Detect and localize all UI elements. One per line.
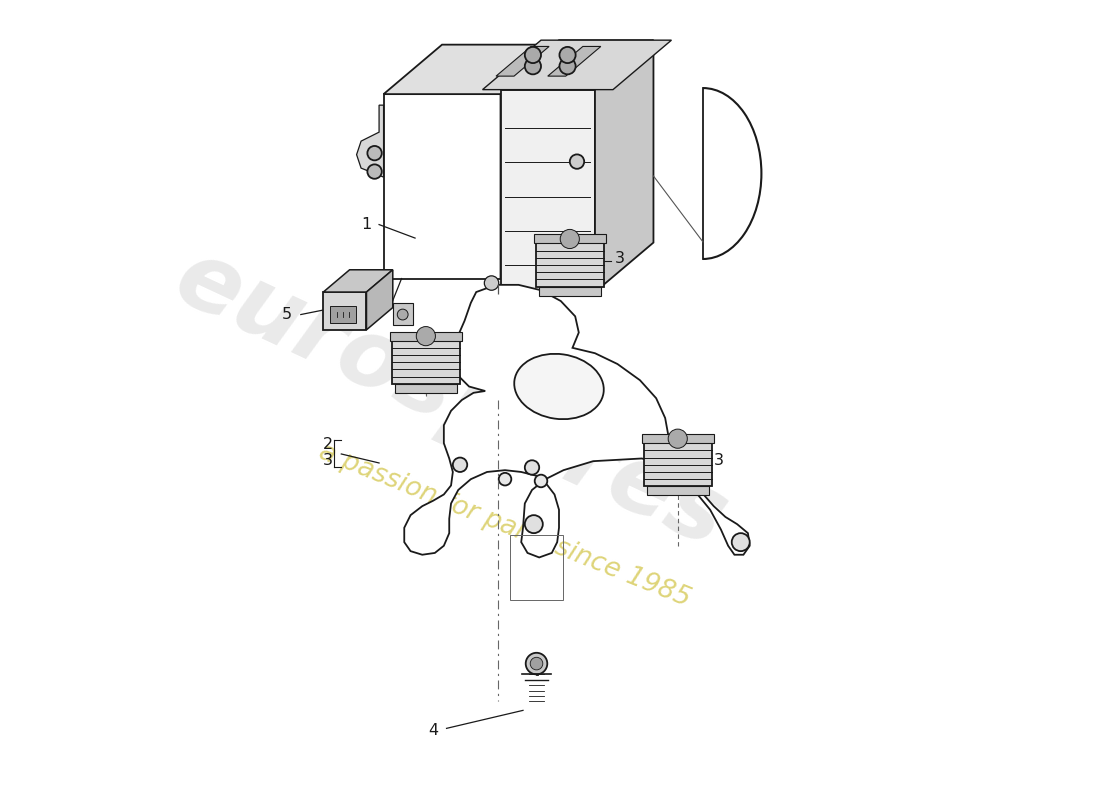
Circle shape: [525, 460, 539, 474]
Circle shape: [570, 240, 584, 254]
Text: 3: 3: [714, 453, 724, 468]
Bar: [393, 303, 412, 326]
Bar: [642, 434, 714, 443]
Bar: [330, 306, 355, 322]
Circle shape: [367, 146, 382, 160]
Polygon shape: [500, 40, 653, 90]
Bar: [539, 286, 601, 296]
Text: a passion for parts since 1985: a passion for parts since 1985: [316, 439, 694, 613]
Circle shape: [397, 309, 408, 320]
Text: 3: 3: [323, 453, 333, 468]
Ellipse shape: [514, 354, 604, 419]
Circle shape: [372, 276, 386, 290]
Circle shape: [668, 429, 688, 448]
Polygon shape: [483, 40, 671, 90]
Circle shape: [526, 653, 548, 674]
Polygon shape: [323, 270, 393, 292]
Bar: [390, 332, 462, 341]
Bar: [534, 234, 606, 243]
Text: 5: 5: [282, 307, 292, 322]
Circle shape: [525, 58, 541, 74]
Circle shape: [732, 533, 750, 551]
Circle shape: [530, 658, 542, 670]
Text: 4: 4: [429, 722, 439, 738]
Polygon shape: [595, 40, 653, 292]
Bar: [644, 443, 712, 486]
Circle shape: [416, 326, 436, 346]
Circle shape: [560, 230, 580, 249]
Bar: [395, 384, 456, 393]
Circle shape: [498, 473, 512, 486]
Polygon shape: [496, 46, 549, 76]
Bar: [536, 243, 604, 286]
Bar: [323, 292, 366, 330]
Bar: [384, 94, 500, 278]
Polygon shape: [356, 105, 384, 177]
Polygon shape: [500, 45, 559, 278]
Circle shape: [570, 154, 584, 169]
Polygon shape: [548, 46, 601, 76]
Circle shape: [453, 458, 468, 472]
Circle shape: [484, 276, 498, 290]
Circle shape: [560, 58, 575, 74]
Polygon shape: [384, 45, 559, 94]
Bar: [500, 90, 595, 292]
Text: 3: 3: [615, 251, 625, 266]
Circle shape: [560, 47, 575, 63]
Circle shape: [525, 47, 541, 63]
Text: 2: 2: [323, 438, 333, 453]
Circle shape: [367, 164, 382, 178]
Bar: [392, 341, 460, 384]
Bar: [647, 486, 708, 495]
Polygon shape: [405, 285, 750, 558]
Bar: [509, 535, 563, 600]
Circle shape: [535, 474, 548, 487]
Text: 1: 1: [361, 217, 372, 232]
Circle shape: [525, 515, 542, 533]
Text: eurospares: eurospares: [161, 232, 741, 568]
Polygon shape: [366, 270, 393, 330]
